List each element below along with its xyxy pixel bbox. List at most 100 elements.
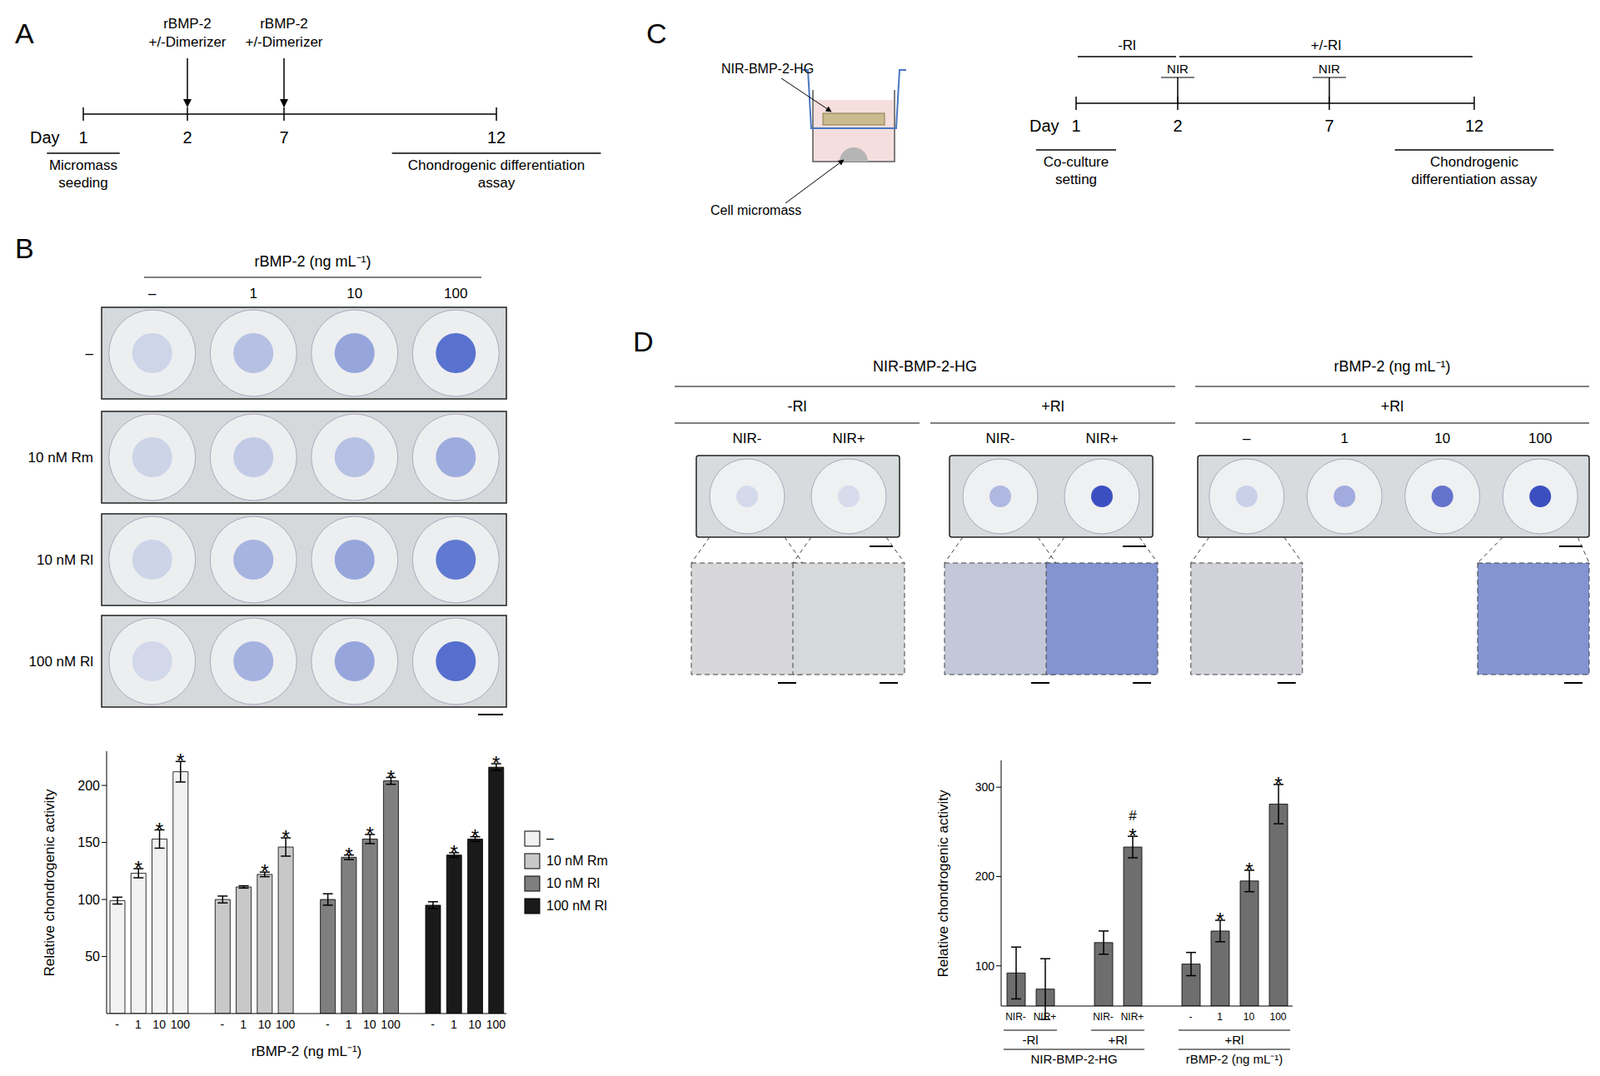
- svg-text:1: 1: [134, 1017, 142, 1032]
- svg-text:-: -: [114, 1017, 120, 1032]
- svg-text:10: 10: [346, 285, 363, 302]
- svg-text:*: *: [492, 752, 500, 775]
- svg-text:150: 150: [77, 835, 100, 850]
- svg-text:10 nM Rl: 10 nM Rl: [546, 876, 600, 891]
- svg-text:A: A: [14, 17, 35, 50]
- svg-text:200: 200: [77, 778, 100, 793]
- svg-text:10 nM Rl: 10 nM Rl: [36, 552, 94, 569]
- svg-text:Micromass: Micromass: [49, 157, 118, 174]
- svg-text:NIR-BMP-2-HG: NIR-BMP-2-HG: [1030, 1051, 1117, 1067]
- svg-text:–: –: [546, 831, 554, 846]
- svg-text:+/-Dimerizer: +/-Dimerizer: [148, 34, 226, 50]
- svg-text:7: 7: [279, 128, 289, 147]
- svg-text:1: 1: [249, 285, 258, 302]
- svg-text:100: 100: [77, 892, 100, 908]
- svg-text:*: *: [281, 826, 290, 849]
- svg-text:100: 100: [975, 959, 996, 973]
- svg-text:Day: Day: [29, 128, 60, 147]
- svg-text:7: 7: [1324, 116, 1334, 135]
- svg-text:rBMP-2 (ng mL⁻¹): rBMP-2 (ng mL⁻¹): [251, 1043, 363, 1060]
- svg-text:10: 10: [363, 1017, 377, 1032]
- svg-text:1: 1: [1216, 1011, 1223, 1023]
- svg-text:Cell micromass: Cell micromass: [710, 203, 802, 218]
- svg-text:assay: assay: [478, 174, 516, 191]
- svg-text:-Rl: -Rl: [787, 398, 808, 415]
- svg-text:NIR+: NIR+: [1033, 1011, 1057, 1023]
- svg-text:300: 300: [975, 780, 996, 794]
- svg-text:1: 1: [450, 1017, 458, 1032]
- svg-text:–: –: [85, 345, 95, 362]
- svg-text:*: *: [1128, 824, 1137, 848]
- svg-text:NIR: NIR: [1166, 61, 1189, 76]
- svg-text:*: *: [134, 857, 143, 880]
- svg-text:*: *: [1245, 858, 1253, 882]
- svg-text:+Rl: +Rl: [1225, 1032, 1245, 1047]
- svg-text:C: C: [646, 17, 668, 50]
- svg-text:1: 1: [1340, 430, 1349, 447]
- svg-text:1: 1: [1071, 116, 1081, 135]
- svg-text:–: –: [148, 285, 157, 302]
- svg-text:Chondrogenic differentiation: Chondrogenic differentiation: [408, 157, 585, 174]
- svg-text:-: -: [430, 1017, 435, 1032]
- svg-text:+Rl: +Rl: [1108, 1032, 1128, 1047]
- svg-text:1: 1: [239, 1017, 247, 1032]
- svg-text:200: 200: [975, 869, 996, 883]
- svg-text:-Rl: -Rl: [1021, 1032, 1038, 1047]
- svg-text:50: 50: [84, 949, 100, 964]
- svg-text:1: 1: [345, 1017, 353, 1032]
- svg-text:*: *: [471, 825, 479, 848]
- svg-text:100: 100: [486, 1017, 507, 1032]
- svg-text:NIR+: NIR+: [1085, 430, 1118, 447]
- svg-text:1: 1: [78, 128, 88, 147]
- svg-text:10 nM Rm: 10 nM Rm: [546, 853, 609, 868]
- svg-text:+/-Dimerizer: +/-Dimerizer: [244, 34, 323, 50]
- svg-text:10: 10: [468, 1017, 482, 1032]
- svg-text:100 nM Rl: 100 nM Rl: [29, 653, 94, 670]
- svg-text:-: -: [1189, 1011, 1193, 1023]
- svg-text:NIR-: NIR-: [1092, 1011, 1114, 1023]
- svg-text:*: *: [1216, 908, 1224, 932]
- svg-text:12: 12: [487, 128, 506, 147]
- svg-text:10: 10: [1243, 1011, 1256, 1023]
- svg-text:-Rl: -Rl: [1117, 37, 1137, 54]
- svg-text:10: 10: [152, 1017, 166, 1032]
- svg-text:NIR-BMP-2-HG: NIR-BMP-2-HG: [721, 61, 814, 76]
- svg-text:10: 10: [258, 1017, 272, 1032]
- svg-text:rBMP-2: rBMP-2: [259, 15, 309, 32]
- svg-text:*: *: [260, 860, 269, 883]
- svg-text:12: 12: [1465, 116, 1484, 135]
- svg-text:10 nM Rm: 10 nM Rm: [28, 449, 94, 466]
- svg-text:100 nM Rl: 100 nM Rl: [546, 898, 608, 913]
- svg-text:D: D: [633, 325, 654, 358]
- svg-text:*: *: [387, 766, 395, 789]
- svg-text:100: 100: [275, 1017, 296, 1032]
- svg-text:NIR-BMP-2-HG: NIR-BMP-2-HG: [872, 358, 977, 375]
- svg-text:differentiation assay: differentiation assay: [1411, 171, 1538, 188]
- svg-text:10: 10: [1434, 430, 1451, 447]
- svg-text:100: 100: [1528, 430, 1552, 447]
- svg-text:2: 2: [182, 128, 192, 147]
- svg-text:NIR-: NIR-: [1005, 1011, 1027, 1023]
- svg-text:-: -: [325, 1017, 330, 1032]
- svg-text:+/-Rl: +/-Rl: [1310, 37, 1341, 54]
- svg-text:*: *: [344, 843, 353, 867]
- svg-text:-: -: [220, 1017, 225, 1032]
- svg-text:NIR: NIR: [1318, 61, 1341, 76]
- svg-text:NIR+: NIR+: [832, 430, 865, 447]
- svg-text:*: *: [1274, 772, 1282, 796]
- svg-text:*: *: [176, 749, 185, 773]
- svg-text:#: #: [1128, 807, 1137, 824]
- svg-text:seeding: seeding: [58, 174, 109, 191]
- svg-text:NIR-: NIR-: [732, 430, 763, 447]
- svg-text:Day: Day: [1029, 116, 1060, 135]
- svg-text:+Rl: +Rl: [1380, 398, 1405, 415]
- svg-text:*: *: [155, 818, 164, 842]
- svg-text:*: *: [365, 822, 374, 846]
- svg-text:rBMP-2 (ng mL⁻¹): rBMP-2 (ng mL⁻¹): [1186, 1051, 1284, 1067]
- svg-text:100: 100: [1269, 1011, 1286, 1023]
- svg-text:rBMP-2 (ng mL⁻¹): rBMP-2 (ng mL⁻¹): [1333, 358, 1451, 375]
- svg-text:NIR+: NIR+: [1121, 1011, 1145, 1023]
- svg-text:100: 100: [170, 1017, 191, 1032]
- svg-text:*: *: [450, 841, 459, 864]
- svg-text:rBMP-2 (ng mL⁻¹): rBMP-2 (ng mL⁻¹): [254, 253, 371, 270]
